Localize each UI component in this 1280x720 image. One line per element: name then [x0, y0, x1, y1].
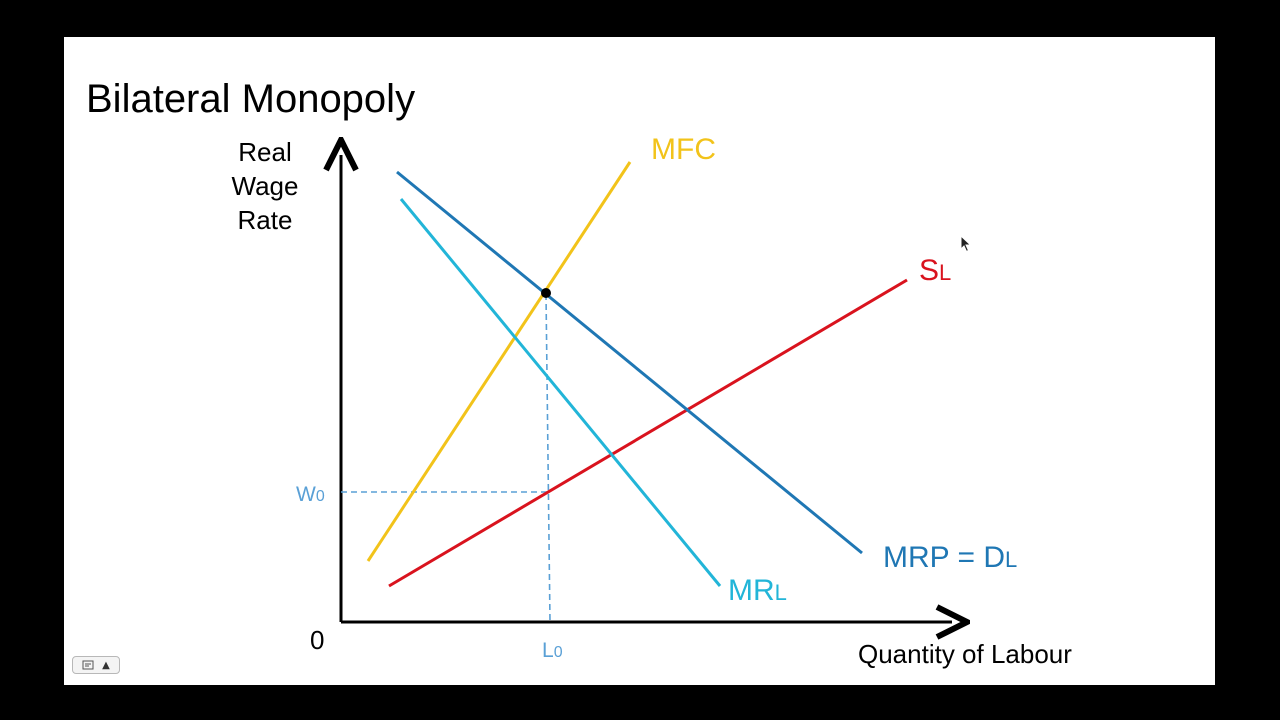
slide-navigation-control[interactable]: ▲ — [72, 656, 120, 674]
mrp-label-main: MRP = D — [883, 541, 1005, 574]
mrp-curve — [396, 170, 863, 555]
mrl-label-sub: L — [775, 580, 787, 605]
y-axis-label-line: Wage — [231, 171, 299, 201]
y-axis-label: Real Wage Rate — [214, 135, 316, 237]
y-axis-label-line: Real — [238, 137, 292, 167]
slide: Bilateral Monopoly MFC SL MRL MRP = DL W… — [64, 37, 1215, 685]
equilibrium-point — [541, 288, 551, 298]
mrl-label: MRL — [728, 574, 787, 607]
mfc-label: MFC — [651, 133, 716, 166]
w0-label-main: W — [296, 483, 316, 506]
mouse-cursor-icon — [960, 235, 972, 253]
page-icon[interactable] — [82, 660, 94, 670]
y-axis-label-line: Rate — [237, 205, 293, 235]
sl-label: SL — [919, 254, 951, 287]
l0-guide-line — [545, 293, 551, 623]
l0-label-main: L — [542, 639, 554, 662]
mrl-curve — [399, 198, 722, 587]
w0-label-sub: 0 — [316, 488, 325, 505]
origin-label: 0 — [310, 625, 324, 655]
monopoly-diagram: MFC SL MRL MRP = DL W0 L0 0 Quantity of … — [296, 133, 1072, 669]
x-axis-label: Quantity of Labour — [858, 639, 1072, 669]
up-arrow-icon[interactable]: ▲ — [102, 659, 110, 671]
sl-label-sub: L — [939, 260, 951, 285]
sl-label-main: S — [919, 254, 939, 287]
mrp-label: MRP = DL — [883, 541, 1017, 574]
mrp-label-sub: L — [1005, 547, 1017, 572]
l0-label-sub: 0 — [554, 644, 563, 661]
mrl-label-main: MR — [728, 574, 775, 607]
l0-label: L0 — [542, 639, 563, 662]
slide-title: Bilateral Monopoly — [86, 77, 416, 121]
w0-label: W0 — [296, 483, 325, 506]
mfc-curve — [366, 161, 632, 562]
sl-curve — [388, 278, 908, 588]
